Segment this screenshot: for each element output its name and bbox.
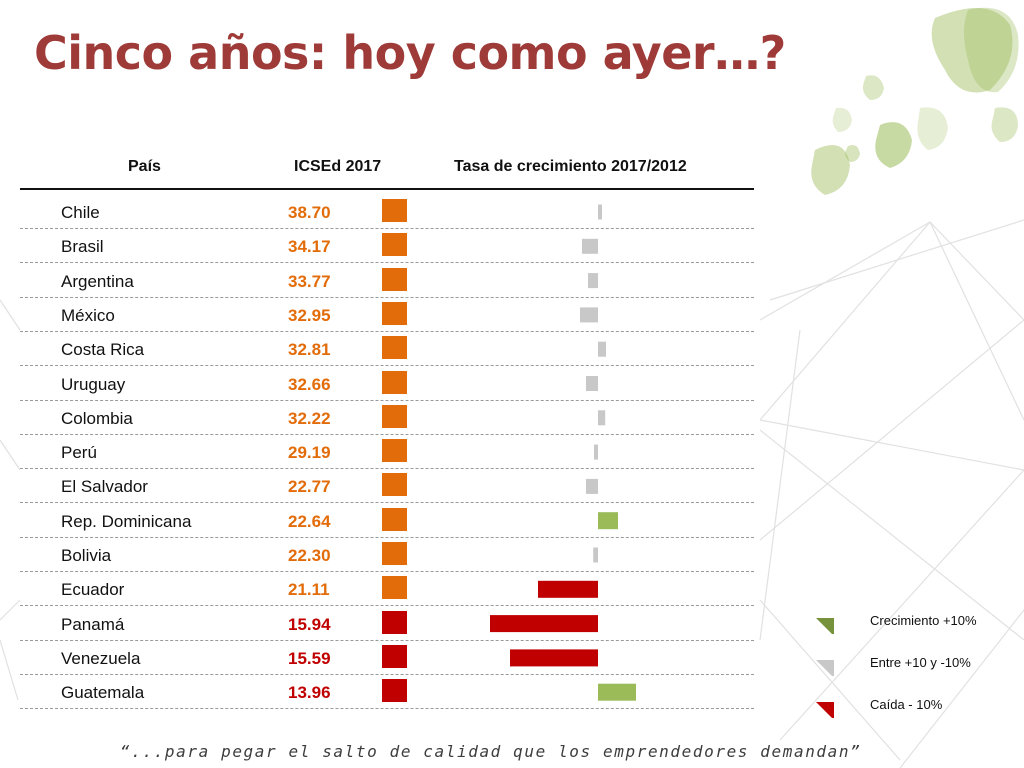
legend-marker bbox=[816, 618, 834, 634]
table-row: Argentina 33.77 bbox=[20, 264, 754, 298]
country-name: Rep. Dominicana bbox=[61, 511, 192, 531]
country-name: Colombia bbox=[61, 408, 133, 428]
country-name: El Salvador bbox=[61, 477, 148, 497]
table-row: Bolivia 22.30 bbox=[20, 538, 754, 572]
legend-label: Caída - 10% bbox=[870, 697, 943, 712]
footer-quote: “...para pegar el salto de calidad que l… bbox=[120, 742, 862, 761]
score-value: 22.77 bbox=[288, 477, 331, 497]
score-value: 29.19 bbox=[288, 443, 331, 463]
row-divider bbox=[20, 468, 754, 470]
legend-item-down: Caída - 10% bbox=[814, 696, 1004, 720]
score-swatch bbox=[382, 370, 407, 394]
row-divider bbox=[20, 673, 754, 675]
score-swatch bbox=[382, 301, 407, 325]
table-row: Rep. Dominicana 22.64 bbox=[20, 504, 754, 538]
score-value: 34.17 bbox=[288, 237, 331, 257]
slide-title: Cinco años: hoy como ayer…? bbox=[34, 26, 786, 80]
table-row: México 32.95 bbox=[20, 298, 754, 332]
legend-item-flat: Entre +10 y -10% bbox=[814, 654, 1004, 678]
score-value: 33.77 bbox=[288, 271, 331, 291]
score-swatch bbox=[382, 267, 407, 291]
score-swatch bbox=[382, 404, 407, 428]
score-value: 15.94 bbox=[288, 614, 331, 634]
table-row: Ecuador 21.11 bbox=[20, 572, 754, 607]
score-value: 32.95 bbox=[288, 305, 331, 325]
score-swatch bbox=[382, 336, 407, 360]
table-row: Uruguay 32.66 bbox=[20, 367, 754, 401]
score-swatch bbox=[382, 679, 407, 703]
table-row: Guatemala 13.96 bbox=[20, 675, 754, 710]
legend-marker bbox=[816, 660, 834, 676]
score-value: 22.64 bbox=[288, 511, 331, 531]
table-row: Panamá 15.94 bbox=[20, 607, 754, 641]
country-name: Brasil bbox=[61, 237, 104, 257]
score-value: 22.30 bbox=[288, 546, 331, 565]
score-swatch bbox=[382, 233, 407, 257]
score-swatch bbox=[382, 542, 407, 565]
row-divider bbox=[20, 536, 754, 538]
row-divider bbox=[20, 433, 754, 435]
country-name: Costa Rica bbox=[61, 340, 145, 360]
row-divider bbox=[20, 571, 754, 572]
table-row: Perú 29.19 bbox=[20, 435, 754, 470]
legend-label: Crecimiento +10% bbox=[870, 613, 977, 628]
header-rule bbox=[20, 188, 754, 190]
table-row: Colombia 32.22 bbox=[20, 401, 754, 435]
row-divider bbox=[20, 330, 754, 332]
country-name: Guatemala bbox=[61, 683, 145, 703]
row-divider bbox=[20, 228, 754, 229]
country-name: Perú bbox=[61, 443, 97, 463]
row-divider bbox=[20, 262, 754, 264]
row-divider bbox=[20, 605, 754, 607]
score-value: 21.11 bbox=[288, 580, 330, 600]
score-swatch bbox=[382, 473, 407, 497]
row-divider bbox=[20, 296, 754, 298]
header-growth: Tasa de crecimiento 2017/2012 bbox=[454, 158, 687, 175]
score-value: 32.66 bbox=[288, 374, 331, 394]
country-name: Venezuela bbox=[61, 648, 141, 668]
legend-item-up: Crecimiento +10% bbox=[814, 612, 1004, 636]
score-value: 13.96 bbox=[288, 683, 331, 703]
table-row: Brasil 34.17 bbox=[20, 229, 754, 264]
table-row: Costa Rica 32.81 bbox=[20, 332, 754, 367]
country-name: Bolivia bbox=[61, 546, 112, 565]
country-name: México bbox=[61, 305, 115, 325]
country-name: Ecuador bbox=[61, 580, 125, 600]
country-name: Argentina bbox=[61, 271, 134, 291]
score-value: 32.22 bbox=[288, 408, 331, 428]
leaf-decoration bbox=[811, 7, 1019, 195]
score-value: 38.70 bbox=[288, 203, 331, 222]
row-divider bbox=[20, 502, 754, 504]
table-row: Chile 38.70 bbox=[20, 195, 754, 229]
country-name: Chile bbox=[61, 203, 100, 222]
score-value: 15.59 bbox=[288, 648, 331, 668]
country-name: Uruguay bbox=[61, 374, 126, 394]
row-divider bbox=[20, 708, 754, 710]
row-divider bbox=[20, 639, 754, 641]
score-swatch bbox=[382, 610, 407, 634]
row-divider bbox=[20, 365, 754, 367]
legend-label: Entre +10 y -10% bbox=[870, 655, 971, 670]
row-divider bbox=[20, 399, 754, 401]
header-score: ICSEd 2017 bbox=[294, 158, 382, 175]
table-row: El Salvador 22.77 bbox=[20, 469, 754, 504]
header-country: País bbox=[128, 158, 161, 175]
score-swatch bbox=[382, 576, 407, 600]
legend-marker bbox=[816, 702, 834, 718]
score-swatch bbox=[382, 439, 407, 463]
table-row: Venezuela 15.59 bbox=[20, 641, 754, 675]
country-name: Panamá bbox=[61, 614, 125, 634]
score-swatch bbox=[382, 199, 407, 222]
score-swatch bbox=[382, 644, 407, 668]
score-value: 32.81 bbox=[288, 340, 331, 360]
score-swatch bbox=[382, 507, 407, 531]
